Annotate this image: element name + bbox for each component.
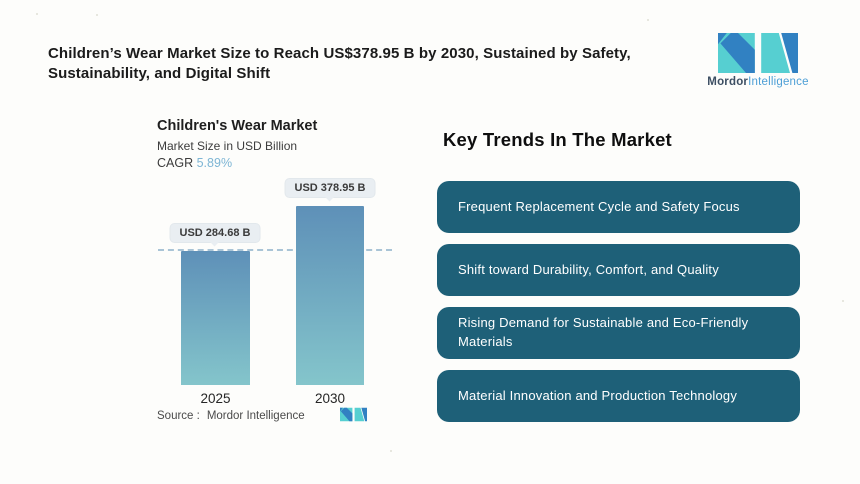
chart-cagr: CAGR 5.89% <box>157 156 232 170</box>
reference-line <box>158 249 392 251</box>
category-label-2025: 2025 <box>200 391 231 406</box>
trend-item-2: Shift toward Durability, Comfort, and Qu… <box>437 244 800 296</box>
cagr-value: 5.89% <box>196 156 233 170</box>
speck-dot <box>96 14 98 16</box>
speck-dot <box>36 13 38 15</box>
trend-item-3: Rising Demand for Sustainable and Eco-Fr… <box>437 307 800 359</box>
brand-name-light: Intelligence <box>748 76 809 88</box>
brand-name: MordorIntelligence <box>707 76 808 88</box>
category-label-2030: 2030 <box>314 391 346 406</box>
trend-list: Frequent Replacement Cycle and Safety Fo… <box>437 181 800 422</box>
brand-name-bold: Mordor <box>707 76 749 88</box>
page-title: Children’s Wear Market Size to Reach US$… <box>48 45 631 83</box>
speck-dot <box>390 450 392 452</box>
source-row: Source : Mordor Intelligence <box>157 410 369 422</box>
speck-dot <box>842 300 844 302</box>
chart-title: Children's Wear Market <box>157 118 318 134</box>
source-label: Source : <box>157 410 200 422</box>
source-logo-icon <box>340 407 367 422</box>
trends-heading: Key Trends In The Market <box>443 129 672 150</box>
cagr-label: CAGR <box>157 156 194 170</box>
mordor-logo: MordorIntelligence <box>703 33 813 88</box>
value-badge-2030: USD 378.95 B <box>285 179 375 197</box>
trend-item-1: Frequent Replacement Cycle and Safety Fo… <box>437 181 800 233</box>
mordor-logo-mark-icon <box>718 33 798 73</box>
trend-item-4: Material Innovation and Production Techn… <box>437 370 800 422</box>
chart-subtitle: Market Size in USD Billion <box>157 139 298 153</box>
source-value: Mordor Intelligence <box>206 410 305 422</box>
value-badge-2025: USD 284.68 B <box>170 224 260 242</box>
bar-2025 <box>181 251 250 385</box>
speck-dot <box>647 19 649 21</box>
bar-2030 <box>296 206 364 385</box>
